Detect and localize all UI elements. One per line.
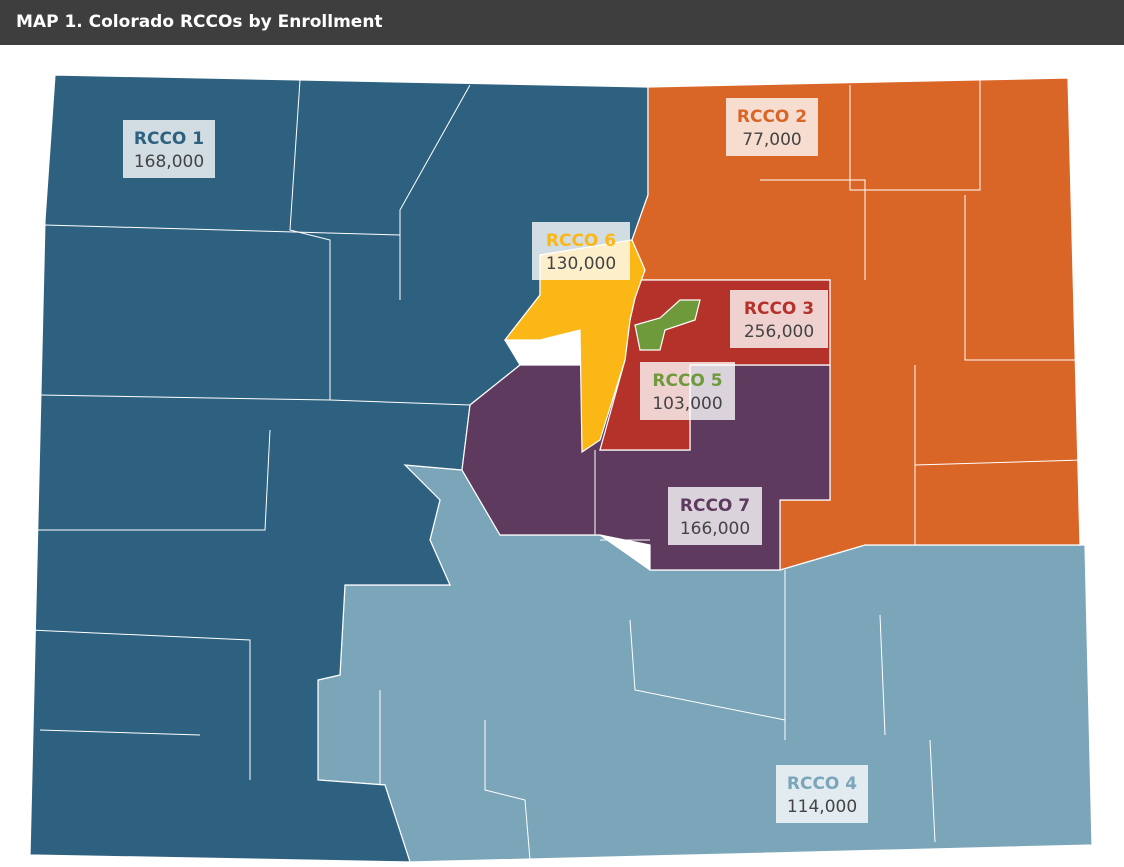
label-box bbox=[640, 362, 735, 420]
region-enrollment: 77,000 bbox=[742, 130, 801, 150]
region-name: RCCO 4 bbox=[787, 774, 857, 794]
region-enrollment: 103,000 bbox=[652, 394, 722, 414]
label-box bbox=[668, 487, 762, 545]
region-name: RCCO 5 bbox=[652, 371, 722, 391]
region-enrollment: 130,000 bbox=[546, 254, 616, 274]
label-box bbox=[726, 98, 818, 156]
region-rcco6 bbox=[503, 239, 646, 454]
county-lines bbox=[29, 79, 1083, 861]
header-title: MAP 1. Colorado RCCOs by Enrollment bbox=[0, 0, 1124, 45]
region-name: RCCO 2 bbox=[737, 107, 807, 127]
region-enrollment: 256,000 bbox=[744, 322, 814, 342]
region-name: RCCO 1 bbox=[134, 129, 204, 149]
label-box bbox=[532, 222, 630, 280]
region-name: RCCO 3 bbox=[744, 299, 814, 319]
region-labels: RCCO 1 168,000 RCCO 2 77,000 RCCO 3 256,000 RC… bbox=[123, 98, 868, 823]
region-name: RCCO 6 bbox=[546, 231, 616, 251]
region-enrollment: 166,000 bbox=[680, 519, 750, 539]
region-rcco5 bbox=[634, 299, 701, 351]
region-enrollment: 114,000 bbox=[787, 797, 857, 817]
region-name: RCCO 7 bbox=[680, 496, 750, 516]
region-enrollment: 168,000 bbox=[134, 152, 204, 172]
label-box bbox=[776, 765, 868, 823]
label-box bbox=[730, 290, 828, 348]
label-box bbox=[123, 120, 215, 178]
